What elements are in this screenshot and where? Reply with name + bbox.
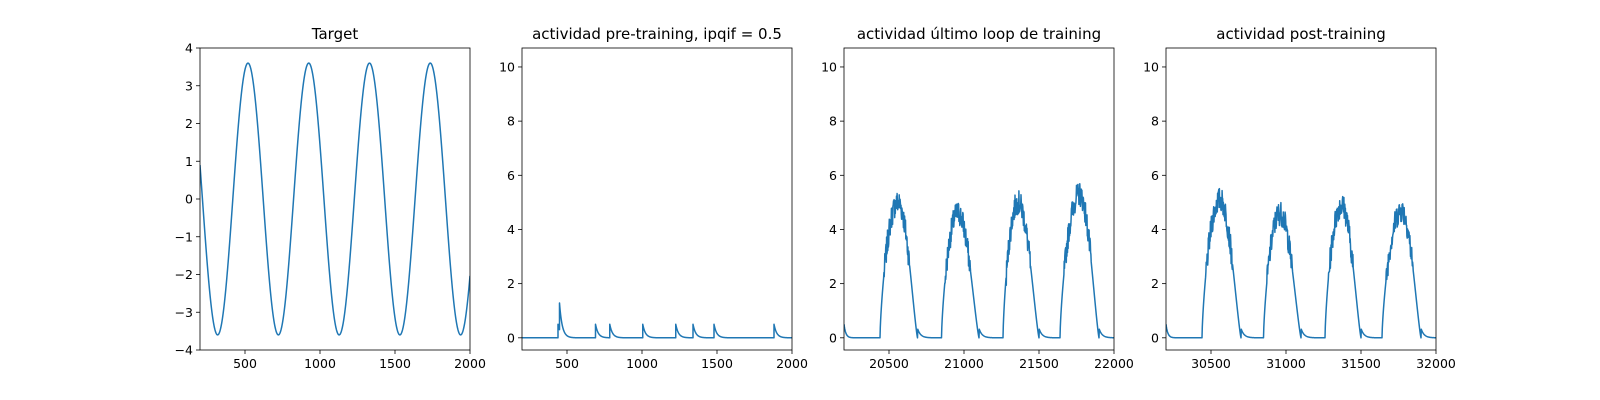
y-tick-label: 3 bbox=[185, 78, 193, 93]
y-tick-label: 4 bbox=[185, 41, 193, 56]
axes-frame bbox=[521, 47, 793, 351]
y-tick-label: 4 bbox=[829, 222, 837, 237]
x-tick-label: 32000 bbox=[1416, 356, 1456, 371]
y-tick-label: 10 bbox=[821, 59, 837, 74]
y-tick-label: 10 bbox=[499, 59, 515, 74]
x-tick-label: 1500 bbox=[379, 356, 411, 371]
y-tick-label: 4 bbox=[1151, 222, 1159, 237]
y-tick-label: 0 bbox=[829, 330, 837, 345]
x-tick-label: 2000 bbox=[776, 356, 808, 371]
y-tick-label: 0 bbox=[185, 192, 193, 207]
series-line-1-1 bbox=[200, 62, 470, 336]
y-tick-label: −2 bbox=[175, 267, 193, 282]
y-tick-label: 0 bbox=[1151, 330, 1159, 345]
x-tick-label: 20500 bbox=[869, 356, 909, 371]
y-tick-label: 6 bbox=[1151, 168, 1159, 183]
series-line-3-1 bbox=[844, 183, 1114, 339]
y-tick-label: 8 bbox=[507, 114, 515, 129]
y-tick-label: 2 bbox=[1151, 276, 1159, 291]
chart-title: Target bbox=[311, 25, 359, 43]
x-tick-label: 1000 bbox=[626, 356, 658, 371]
series-line-4-1 bbox=[1166, 187, 1436, 339]
y-tick-label: −3 bbox=[175, 305, 193, 320]
chart-panel-2: actividad pre-training, ipqif = 0.5 500 10… bbox=[499, 25, 808, 371]
x-tick-label: 21500 bbox=[1019, 356, 1059, 371]
x-tick-label: 2000 bbox=[454, 356, 486, 371]
chart-panel-4: actividad post-training 30500 31000 31500 32… bbox=[1143, 25, 1456, 371]
x-tick-label: 500 bbox=[555, 356, 579, 371]
x-tick-label: 31000 bbox=[1266, 356, 1306, 371]
x-tick-label: 31500 bbox=[1341, 356, 1381, 371]
y-tick-label: 2 bbox=[185, 116, 193, 131]
series-line-2-1 bbox=[522, 302, 792, 339]
x-tick-label: 500 bbox=[233, 356, 257, 371]
y-tick-label: 6 bbox=[829, 168, 837, 183]
axes-frame bbox=[199, 47, 471, 351]
axes-frame bbox=[843, 47, 1115, 351]
x-tick-label: 30500 bbox=[1191, 356, 1231, 371]
axes-frame bbox=[1165, 47, 1437, 351]
y-tick-label: 1 bbox=[185, 154, 193, 169]
y-tick-label: 8 bbox=[1151, 114, 1159, 129]
chart-title: actividad pre-training, ipqif = 0.5 bbox=[532, 25, 782, 43]
y-tick-label: 0 bbox=[507, 330, 515, 345]
y-tick-label: −1 bbox=[175, 229, 193, 244]
chart-title: actividad post-training bbox=[1216, 25, 1385, 43]
y-tick-label: −4 bbox=[175, 343, 193, 358]
chart-title: actividad último loop de training bbox=[857, 25, 1101, 43]
chart-panel-1: Target 500 1000 1500 2000 −4 −3 −2 −1 0 1 2 3 4 bbox=[175, 25, 486, 371]
y-tick-label: 10 bbox=[1143, 59, 1159, 74]
y-tick-label: 4 bbox=[507, 222, 515, 237]
x-tick-label: 22000 bbox=[1094, 356, 1134, 371]
x-tick-label: 21000 bbox=[944, 356, 984, 371]
y-tick-label: 2 bbox=[829, 276, 837, 291]
x-tick-label: 1500 bbox=[701, 356, 733, 371]
y-tick-label: 2 bbox=[507, 276, 515, 291]
x-tick-label: 1000 bbox=[304, 356, 336, 371]
y-tick-label: 6 bbox=[507, 168, 515, 183]
y-tick-label: 8 bbox=[829, 114, 837, 129]
